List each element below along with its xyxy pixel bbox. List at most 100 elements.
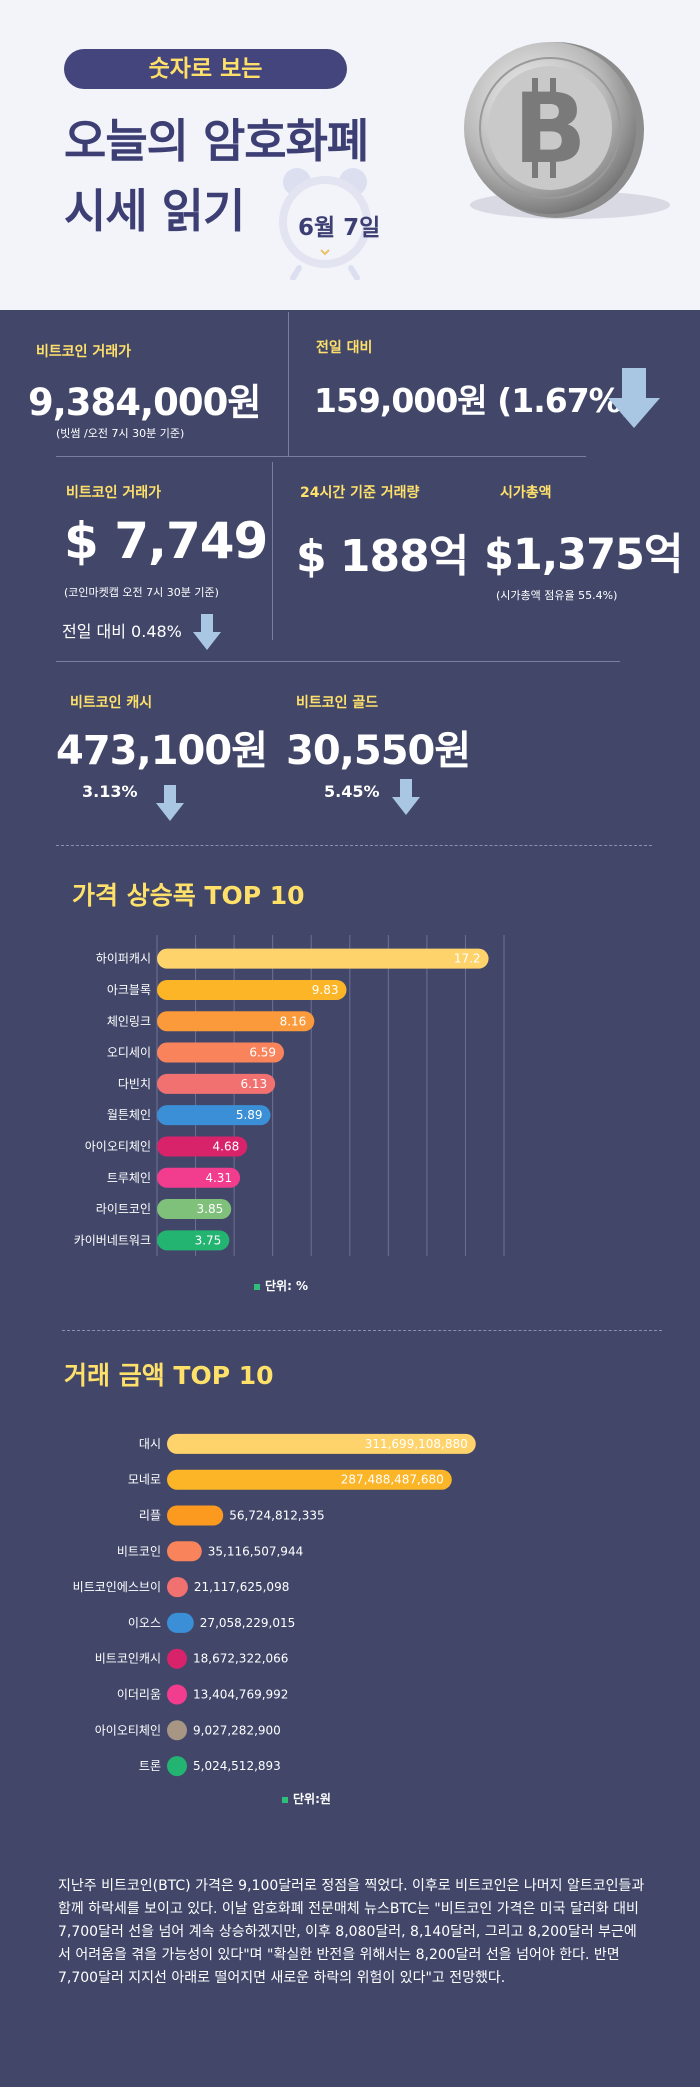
btg-label: 비트코인 골드 bbox=[296, 695, 379, 711]
value-label: 287,488,487,680 bbox=[341, 1473, 444, 1487]
value-label: 56,724,812,335 bbox=[229, 1509, 324, 1523]
category-label: 아이오티체인 bbox=[95, 1723, 161, 1737]
bar bbox=[157, 1105, 271, 1126]
value-label: 4.31 bbox=[205, 1171, 232, 1185]
page-title-line1: 오늘의 암호화폐 bbox=[64, 114, 369, 168]
bar bbox=[157, 1011, 315, 1032]
bar bbox=[157, 1042, 285, 1063]
summary-paragraph: 지난주 비트코인(BTC) 가격은 9,100달러로 정점을 찍었다. 이후로 … bbox=[58, 1878, 645, 1986]
chart1-title: 가격 상승폭 TOP 10 bbox=[72, 881, 305, 910]
krw-change-label: 전일 대비 bbox=[316, 340, 373, 356]
value-label: 27,058,229,015 bbox=[200, 1616, 295, 1630]
down-arrow-icon bbox=[193, 614, 221, 650]
bar bbox=[167, 1505, 224, 1526]
chart2-unit: 단위:원 bbox=[282, 1790, 331, 1807]
bch-change: 3.13% bbox=[82, 782, 138, 801]
divider bbox=[288, 312, 289, 456]
bar bbox=[167, 1577, 188, 1598]
bar bbox=[157, 979, 347, 1000]
bar bbox=[167, 1684, 187, 1705]
divider bbox=[56, 661, 620, 662]
value-label: 6.13 bbox=[240, 1077, 267, 1091]
bar bbox=[157, 948, 489, 969]
category-label: 리플 bbox=[139, 1509, 161, 1523]
krw-price-value: 9,384,000원 bbox=[28, 381, 261, 424]
bch-label: 비트코인 캐시 bbox=[70, 695, 153, 711]
value-label: 9.83 bbox=[312, 983, 339, 997]
usd-change: 전일 대비 0.48% bbox=[62, 622, 182, 641]
divider bbox=[272, 462, 273, 640]
down-arrow-icon bbox=[156, 785, 184, 821]
value-label: 5,024,512,893 bbox=[193, 1759, 281, 1773]
category-label: 카이버네트워크 bbox=[74, 1233, 151, 1247]
bar bbox=[167, 1433, 476, 1454]
value-label: 17.2 bbox=[454, 952, 481, 966]
bar bbox=[167, 1720, 187, 1741]
trade-volume-chart: 대시 311,699,108,880 모네로 287,488,487,680 리플 56,… bbox=[73, 1433, 476, 1777]
value-label: 311,699,108,880 bbox=[365, 1437, 468, 1451]
category-label: 하이퍼캐시 bbox=[96, 952, 151, 966]
price-gain-chart: 하이퍼캐시 17.2 아크블록 9.83 체인링크 8.16 오디세이 6.59 다빈치 6.13… bbox=[74, 935, 505, 1256]
divider bbox=[62, 1330, 662, 1331]
bar bbox=[167, 1541, 202, 1562]
category-label: 아이오티체인 bbox=[85, 1139, 151, 1153]
category-label: 다빈치 bbox=[118, 1077, 151, 1091]
category-label: 월튼체인 bbox=[107, 1108, 151, 1122]
down-arrow-icon bbox=[608, 368, 660, 428]
value-label: 3.75 bbox=[195, 1233, 222, 1247]
category-label: 이오스 bbox=[128, 1616, 161, 1630]
category-label: 비트코인캐시 bbox=[95, 1652, 161, 1666]
chart2-title: 거래 금액 TOP 10 bbox=[64, 1361, 274, 1390]
volume-label: 24시간 기준 거래량 bbox=[300, 485, 420, 501]
market-cap-value: $1,375억 bbox=[484, 530, 683, 580]
value-label: 6.59 bbox=[249, 1046, 276, 1060]
bar bbox=[167, 1648, 187, 1669]
value-label: 35,116,507,944 bbox=[208, 1544, 303, 1558]
value-label: 5.89 bbox=[236, 1108, 263, 1122]
krw-change-value: 159,000원 (1.67%) bbox=[314, 381, 636, 420]
value-label: 21,117,625,098 bbox=[194, 1580, 289, 1594]
value-label: 13,404,769,992 bbox=[193, 1688, 288, 1702]
category-label: 트루체인 bbox=[107, 1171, 151, 1185]
category-label: 이더리움 bbox=[117, 1688, 161, 1702]
btg-value: 30,550원 bbox=[286, 728, 471, 774]
category-label: 라이트코인 bbox=[96, 1202, 151, 1216]
category-label: 오디세이 bbox=[107, 1046, 151, 1060]
krw-price-note: (빗썸 /오전 7시 30분 기준) bbox=[56, 427, 185, 440]
bitcoin-coin-icon: B bbox=[464, 42, 670, 219]
volume-value: $ 188억 bbox=[296, 531, 469, 582]
category-label: 모네로 bbox=[128, 1473, 161, 1487]
bar bbox=[157, 1136, 248, 1157]
bar bbox=[157, 1073, 276, 1094]
bch-value: 473,100원 bbox=[56, 728, 268, 774]
category-label: 트론 bbox=[139, 1759, 161, 1773]
bar bbox=[157, 1230, 230, 1251]
krw-price-label: 비트코인 거래가 bbox=[36, 344, 132, 360]
category-label: 아크블록 bbox=[107, 983, 151, 997]
value-label: 4.68 bbox=[213, 1139, 240, 1153]
alarm-clock-icon bbox=[279, 168, 371, 280]
divider bbox=[56, 456, 586, 457]
bar bbox=[157, 1199, 232, 1220]
down-arrow-icon bbox=[392, 779, 420, 815]
bar bbox=[167, 1469, 452, 1490]
header-pill: 숫자로 보는 bbox=[64, 49, 347, 89]
value-label: 18,672,322,066 bbox=[193, 1652, 288, 1666]
date-label: 6월 7일 bbox=[298, 215, 381, 241]
btg-change: 5.45% bbox=[324, 782, 380, 801]
bar bbox=[157, 1167, 241, 1188]
divider bbox=[56, 845, 652, 846]
usd-price-note: (코인마켓캡 오전 7시 30분 기준) bbox=[64, 586, 219, 599]
value-label: 3.85 bbox=[197, 1202, 224, 1216]
value-label: 9,027,282,900 bbox=[193, 1723, 281, 1737]
market-cap-label: 시가총액 bbox=[500, 485, 552, 501]
market-cap-note: (시가총액 점유율 55.4%) bbox=[496, 589, 618, 602]
header: 숫자로 보는 오늘의 암호화폐 시세 읽기 6월 7일 bbox=[0, 0, 700, 310]
category-label: 비트코인 bbox=[117, 1544, 161, 1558]
bar bbox=[167, 1612, 194, 1633]
usd-price-value: $ 7,749 bbox=[64, 512, 268, 570]
bar bbox=[167, 1756, 187, 1777]
usd-price-label: 비트코인 거래가 bbox=[66, 485, 162, 501]
category-label: 체인링크 bbox=[107, 1014, 151, 1028]
chart1-unit: 단위: % bbox=[254, 1277, 308, 1294]
